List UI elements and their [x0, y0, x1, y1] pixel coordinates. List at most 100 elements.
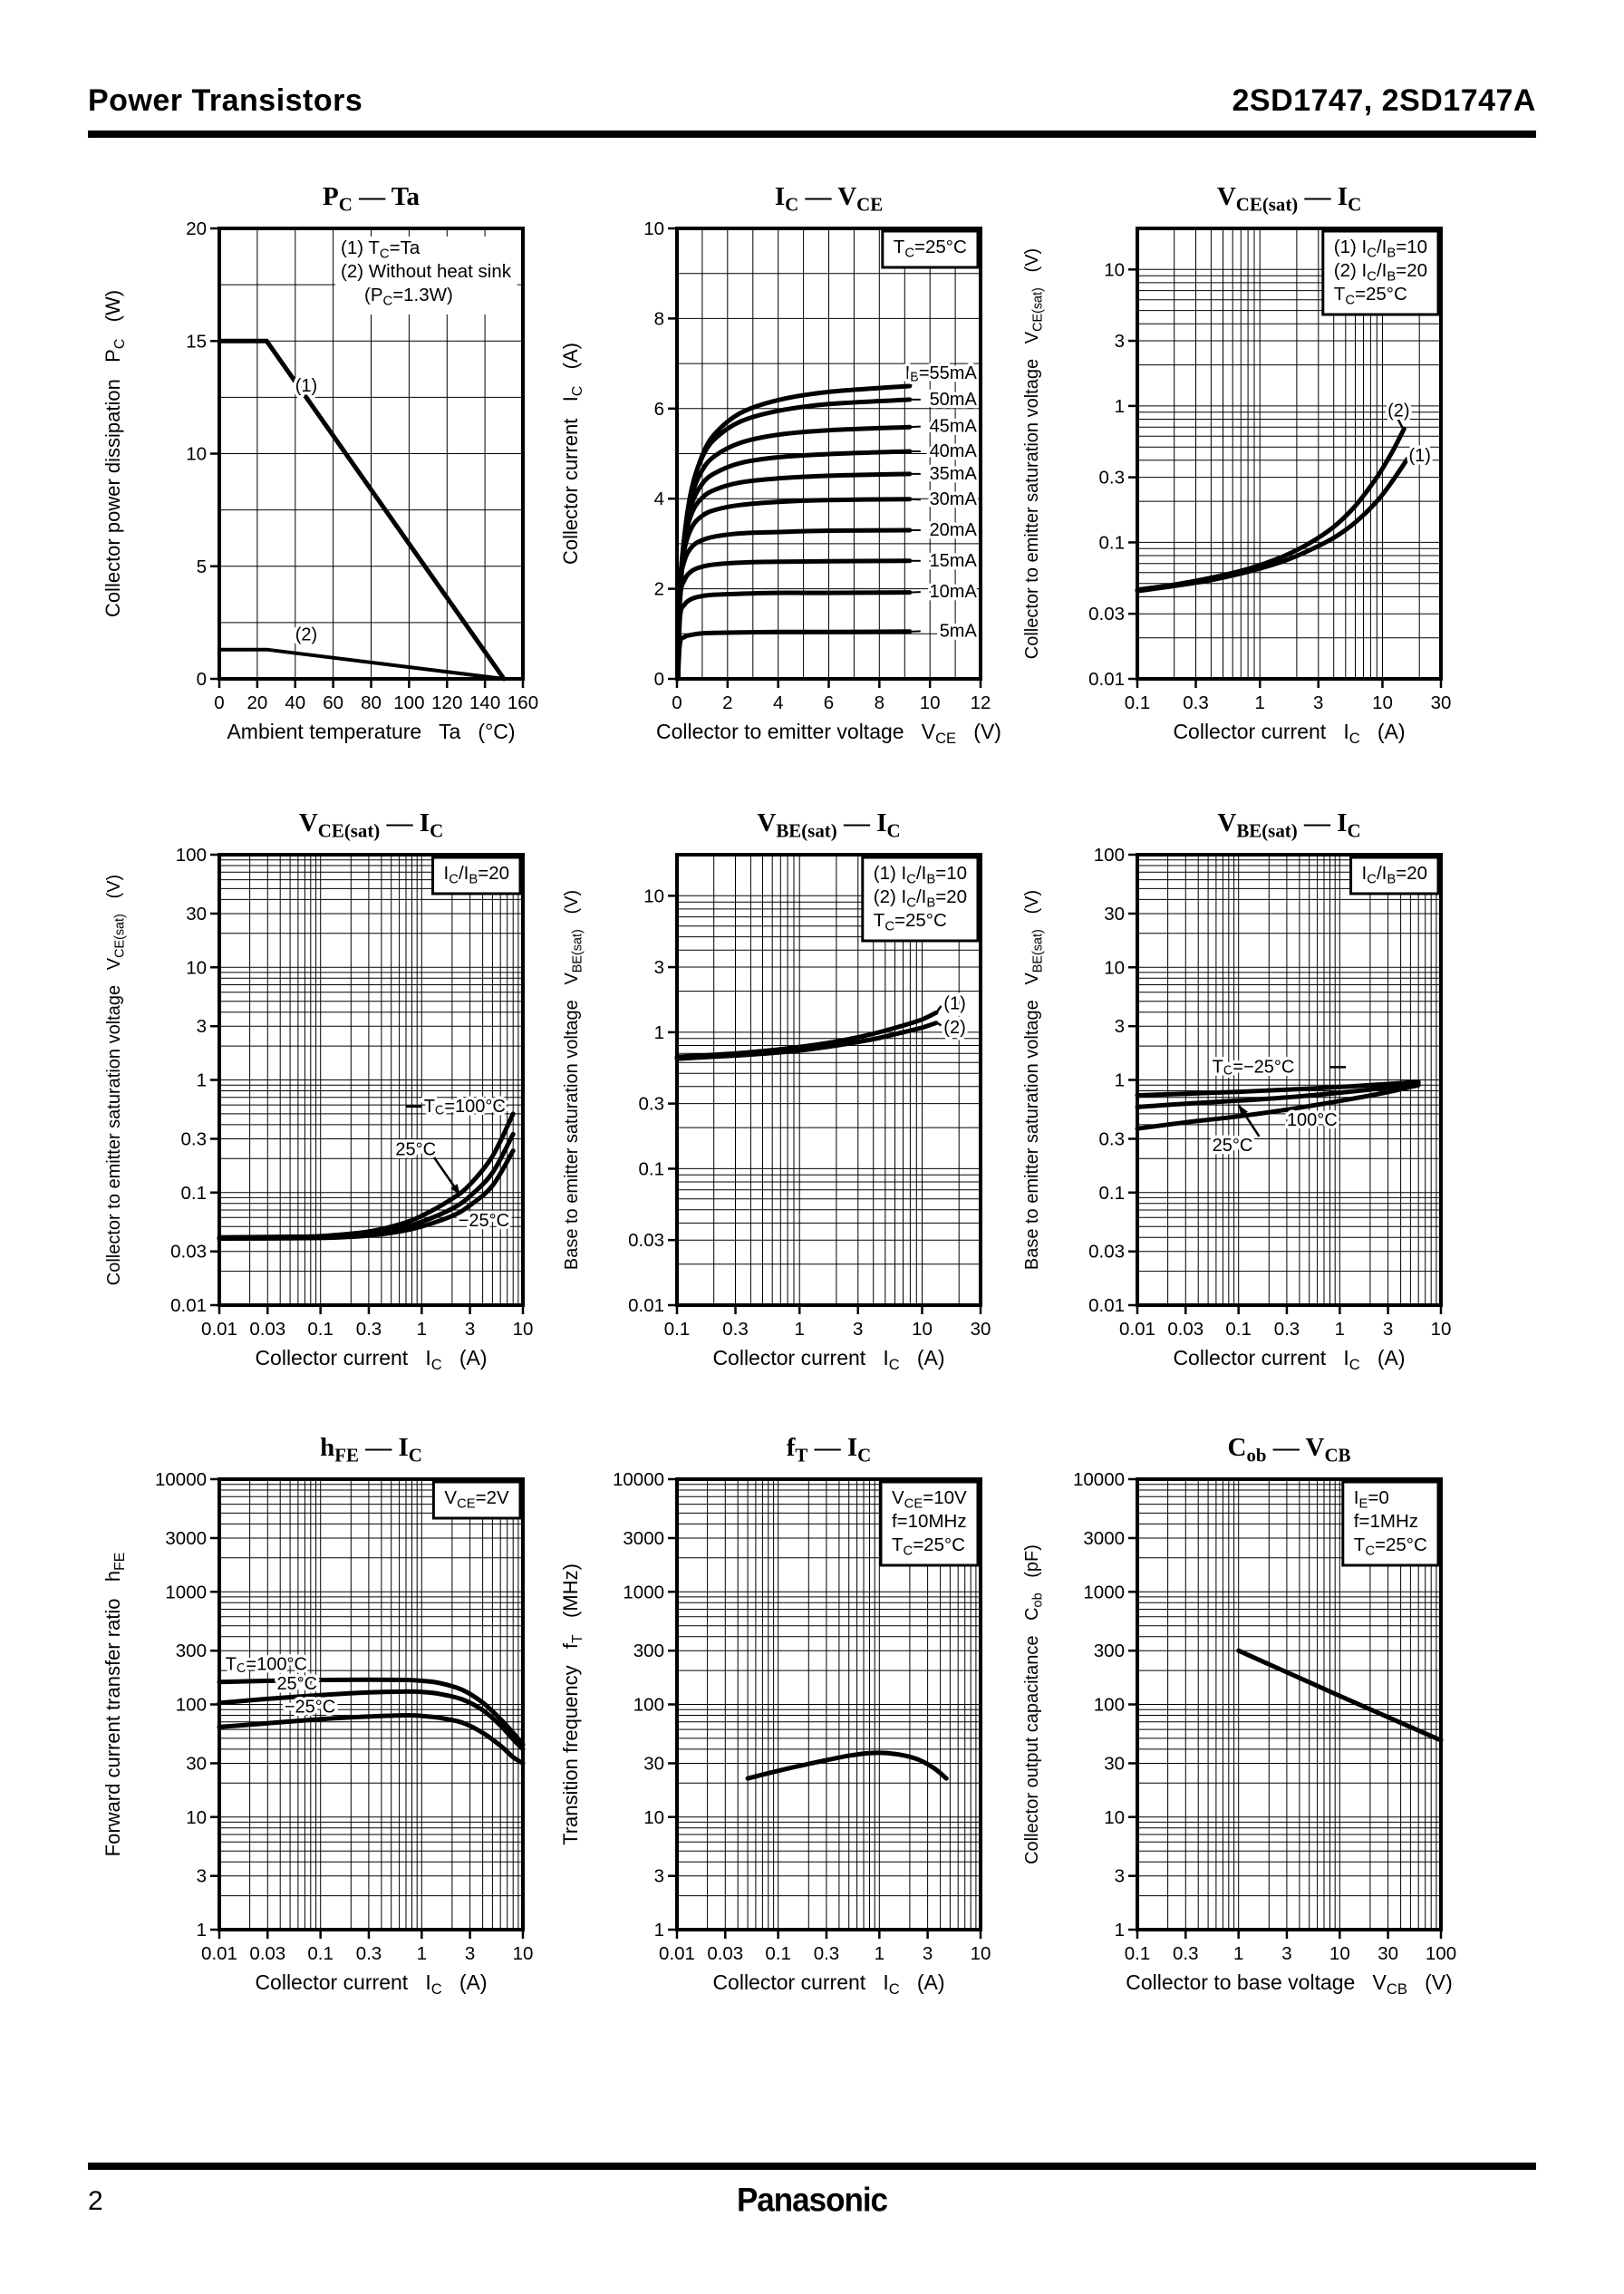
- svg-text:Collector current IC (A): Collector current IC (A): [712, 1970, 944, 1998]
- svg-text:120: 120: [431, 692, 462, 713]
- curve-tc-m25c: [217, 1148, 516, 1242]
- svg-text:25°C: 25°C: [1213, 1136, 1253, 1156]
- svg-text:VCE(sat) — IC: VCE(sat) — IC: [1217, 182, 1361, 215]
- svg-text:0.01: 0.01: [1088, 669, 1125, 690]
- svg-text:(1) IC/IB=10: (1) IC/IB=10: [874, 863, 967, 887]
- svg-text:0.1: 0.1: [181, 1182, 208, 1203]
- plot-frame: [675, 227, 982, 681]
- svg-text:VBE(sat) — IC: VBE(sat) — IC: [757, 808, 900, 841]
- svg-text:f=1MHz: f=1MHz: [1354, 1511, 1418, 1532]
- svg-text:3: 3: [1281, 1943, 1291, 1964]
- svg-text:0.03: 0.03: [249, 1943, 285, 1964]
- axis-ticks: 0.01 0.03 0.1 0.3 1 3 10 1 3 10 30 100 300 1000 3000 10…: [613, 1469, 991, 1965]
- svg-text:0.3: 0.3: [639, 1093, 665, 1114]
- svg-text:20mA: 20mA: [930, 520, 978, 540]
- curves: [217, 1111, 516, 1242]
- svg-text:TC=−25°C: TC=−25°C: [1213, 1057, 1295, 1078]
- svg-text:Base to emitter saturation vol: Base to emitter saturation voltage VBE(s…: [1022, 890, 1045, 1270]
- svg-text:10: 10: [643, 1806, 664, 1827]
- chart-svg-hfe-ic: TC=100°C25°C −25°C VCE=2V 0.01 0.03 0.1 0.3 1 3 1…: [102, 1433, 533, 1998]
- svg-text:1: 1: [1115, 1920, 1125, 1941]
- axis-ticks: 0.01 0.03 0.1 0.3 1 3 10 0.01 0.03 0.1 0.3 1 3 10 30 10…: [1088, 845, 1451, 1341]
- svg-text:100: 100: [633, 1694, 664, 1715]
- svg-text:35mA: 35mA: [930, 464, 978, 484]
- svg-text:0: 0: [672, 692, 682, 713]
- svg-text:0: 0: [197, 669, 207, 690]
- svg-text:Forward current transfer ratio: Forward current transfer ratio hFE: [102, 1553, 128, 1857]
- svg-text:300: 300: [176, 1641, 207, 1661]
- svg-text:Collector to emitter voltage: Collector to emitter voltage VCE (V): [656, 720, 1001, 747]
- curve-ib-10ma: [675, 590, 913, 682]
- svg-text:100: 100: [1094, 1694, 1125, 1715]
- svg-text:Collector current IC (A): Collector current IC (A): [255, 1346, 487, 1373]
- svg-text:0: 0: [214, 692, 224, 713]
- svg-text:Collector current IC (A): Collector current IC (A): [1173, 720, 1405, 747]
- svg-text:10: 10: [186, 1806, 207, 1827]
- chart-svg-vcesat-ic-b: TC=100°C 25°C −25°C IC/IB=20 0.01 0.03 0.1 0.3 1…: [104, 808, 533, 1373]
- svg-text:1: 1: [1335, 1319, 1345, 1340]
- svg-text:0.3: 0.3: [1099, 467, 1126, 488]
- legend-box: [861, 856, 980, 943]
- svg-text:1000: 1000: [1083, 1582, 1125, 1602]
- svg-text:3: 3: [465, 1943, 475, 1964]
- curves: [675, 383, 913, 682]
- curves: [745, 1750, 949, 1781]
- svg-text:Transition frequency fT (M: Transition frequency fT (MHz): [559, 1563, 585, 1845]
- svg-text:0.1: 0.1: [1099, 532, 1126, 553]
- svg-text:0.03: 0.03: [1167, 1319, 1204, 1340]
- svg-text:100: 100: [176, 845, 207, 866]
- curve-ratio-20: [674, 1021, 939, 1061]
- svg-text:0.3: 0.3: [356, 1319, 382, 1340]
- svg-text:3: 3: [853, 1319, 863, 1340]
- doc-category: Power Transistors: [88, 83, 363, 118]
- svg-text:10: 10: [920, 692, 941, 713]
- svg-text:0.1: 0.1: [307, 1319, 334, 1340]
- svg-text:10000: 10000: [613, 1469, 664, 1490]
- curves: [217, 338, 507, 682]
- legend: VCE=2V: [444, 1487, 509, 1512]
- svg-text:VCE=2V: VCE=2V: [444, 1487, 509, 1512]
- legend-box: [431, 856, 522, 895]
- axis-ticks: 0.01 0.03 0.1 0.3 1 3 10 0.01 0.03 0.1 0.3 1 3 10 30 10…: [170, 845, 533, 1341]
- svg-text:Collector current IC (A): Collector current IC (A): [255, 1970, 487, 1998]
- svg-text:30: 30: [186, 903, 207, 924]
- svg-text:(2) IC/IB=20: (2) IC/IB=20: [1334, 260, 1427, 285]
- svg-text:10: 10: [1372, 692, 1393, 713]
- curve-tc-100c: [1135, 1082, 1421, 1131]
- svg-text:0.3: 0.3: [356, 1943, 382, 1964]
- curves: [674, 1010, 939, 1061]
- curves: [1236, 1648, 1444, 1743]
- svg-text:TC=25°C: TC=25°C: [874, 910, 947, 934]
- svg-text:2: 2: [722, 692, 732, 713]
- svg-text:VCE=10V: VCE=10V: [892, 1487, 967, 1512]
- chart-cob-vcb: IE=0 f=1MHz TC=25°C 0.1 0.3 1 3 10 30 100 1 3 10 30 10…: [1010, 1423, 1518, 2021]
- svg-text:40: 40: [285, 692, 305, 713]
- legend: IC/IB=20: [1362, 863, 1427, 887]
- svg-text:1: 1: [1233, 1943, 1243, 1964]
- svg-text:hFE — IC: hFE — IC: [320, 1433, 422, 1466]
- svg-text:10: 10: [1104, 957, 1125, 978]
- svg-text:Collector output capacitance: Collector output capacitance Cob (pF): [1022, 1544, 1045, 1864]
- svg-text:0.1: 0.1: [307, 1943, 334, 1964]
- legend: (1) TC=Ta(2) Without heat sink (PC=1.3W): [341, 237, 512, 309]
- plot-frame: [1136, 1477, 1443, 1931]
- axis-ticks: 0.1 0.3 1 3 10 30 100 1 3 10 30 100 300 1000 3000 10000: [1073, 1469, 1456, 1965]
- svg-text:100°C: 100°C: [1287, 1110, 1338, 1130]
- svg-text:1: 1: [654, 1920, 664, 1941]
- legend-box: [431, 1480, 522, 1520]
- curve-tc-25c: [1135, 1080, 1421, 1109]
- svg-text:(1) IC/IB=10: (1) IC/IB=10: [1334, 237, 1427, 261]
- svg-text:3: 3: [465, 1319, 475, 1340]
- svg-text:0.03: 0.03: [707, 1943, 743, 1964]
- curve-tc-m25c: [1135, 1079, 1421, 1098]
- svg-text:(2): (2): [1387, 401, 1409, 421]
- svg-text:1: 1: [197, 1070, 207, 1090]
- svg-text:VCE(sat) — IC: VCE(sat) — IC: [299, 808, 443, 841]
- svg-text:0.1: 0.1: [1125, 1943, 1151, 1964]
- header-rule: [88, 131, 1536, 138]
- svg-text:10: 10: [912, 1319, 933, 1340]
- svg-text:Collector power dissipation: Collector power dissipation PC (W): [102, 290, 128, 617]
- chart-hfe-ic: TC=100°C 25°C −25°C VCE=2V 0.01 0.03 0.1 0.3 1 3 1…: [92, 1423, 600, 2021]
- svg-text:1000: 1000: [623, 1582, 664, 1602]
